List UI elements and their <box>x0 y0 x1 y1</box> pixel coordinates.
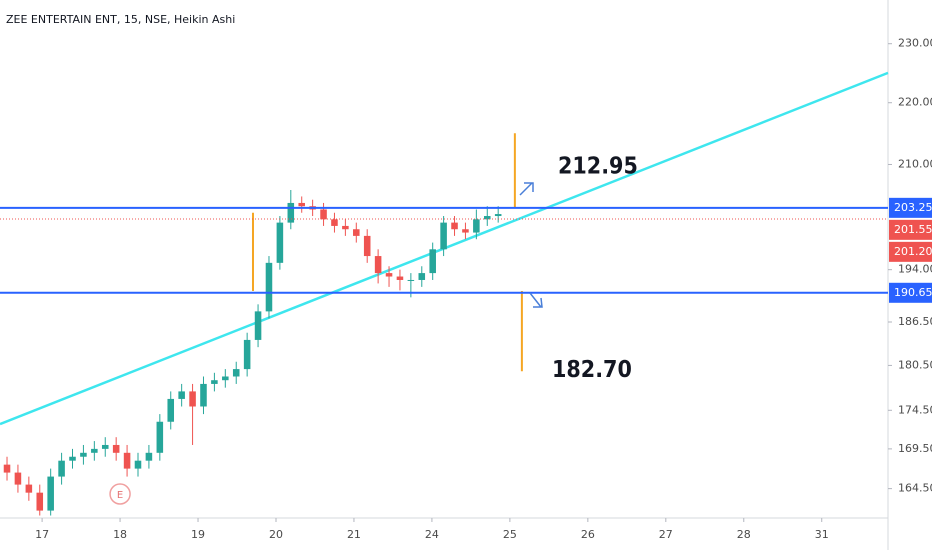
x-tick-label: 21 <box>347 528 361 541</box>
candle-body <box>396 276 404 280</box>
candle-body <box>418 273 426 280</box>
price-label-bg <box>889 282 932 303</box>
candle-body <box>178 391 185 399</box>
candle-body <box>36 492 44 511</box>
price-label-bg <box>889 219 932 240</box>
x-tick-label: 26 <box>581 528 595 541</box>
candle-body <box>112 444 120 453</box>
x-tick-label: 25 <box>503 528 517 541</box>
candle-body <box>342 225 349 230</box>
chart-title: ZEE ENTERTAIN ENT, 15, NSE, Heikin Ashi <box>6 13 235 26</box>
candle-body <box>232 369 240 377</box>
x-tick-label: 20 <box>269 528 283 541</box>
candle-body <box>91 448 98 453</box>
price-label: 201.55 <box>894 223 932 236</box>
candle-body <box>298 202 305 207</box>
arrow-up <box>519 182 534 196</box>
candle-body <box>134 460 142 469</box>
y-tick-label: 194.00 <box>898 263 932 276</box>
x-tick-label: 24 <box>425 528 439 541</box>
y-tick-label: 164.50 <box>898 482 932 495</box>
x-tick-label: 18 <box>113 528 127 541</box>
candle-body <box>58 460 65 477</box>
candle-body <box>69 456 76 461</box>
candle-body <box>14 472 22 485</box>
price-label: 203.25 <box>894 201 932 214</box>
event-label: E <box>117 490 123 501</box>
candle-body <box>243 339 251 370</box>
y-tick-label: 169.50 <box>898 442 932 455</box>
y-tick-label: 174.50 <box>898 403 932 416</box>
price-label: 201.20 <box>894 245 932 258</box>
candle-body <box>494 214 502 217</box>
candle-body <box>156 421 164 453</box>
candle-body <box>101 444 109 449</box>
plot-area <box>0 71 889 516</box>
candle-body <box>462 229 469 233</box>
candle-body <box>211 380 218 384</box>
candle-body <box>80 452 87 457</box>
candle-body <box>3 464 11 473</box>
arrow-down <box>529 292 543 308</box>
target-label: 212.95 <box>558 153 638 179</box>
candle-body <box>189 391 196 407</box>
candle-body <box>200 383 207 407</box>
price-label-bg <box>889 197 932 218</box>
candle-body <box>320 209 327 220</box>
candle-body <box>473 219 480 233</box>
candle-body <box>276 222 284 263</box>
candle-body <box>145 452 153 461</box>
y-tick-label: 230.00 <box>898 37 932 50</box>
target-label: 182.70 <box>552 357 632 383</box>
candle-body <box>429 249 436 274</box>
x-tick-label: 31 <box>815 528 829 541</box>
candle-body <box>47 476 54 511</box>
candle-body <box>407 279 415 281</box>
candle-body <box>167 398 175 422</box>
y-tick-label: 186.50 <box>898 315 932 328</box>
candle-body <box>353 229 360 236</box>
y-tick-label: 180.50 <box>898 358 932 371</box>
candle-body <box>254 311 262 340</box>
candle-body <box>374 256 382 274</box>
candle-body <box>265 262 273 312</box>
x-tick-label: 17 <box>35 528 49 541</box>
event-marker <box>109 483 131 505</box>
candle-body <box>385 273 393 277</box>
price-label: 190.65 <box>894 286 932 299</box>
price-label-bg <box>889 241 932 262</box>
x-tick-label: 28 <box>737 528 751 541</box>
candle-body <box>483 216 491 220</box>
candle-body <box>25 484 33 493</box>
candle-body <box>331 219 338 226</box>
candle-body <box>451 222 458 230</box>
y-tick-label: 210.00 <box>898 157 932 170</box>
candle-body <box>123 452 131 469</box>
candle-body <box>363 235 371 257</box>
y-tick-label: 220.00 <box>898 96 932 109</box>
x-tick-label: 27 <box>659 528 673 541</box>
x-tick-label: 19 <box>191 528 205 541</box>
candle-body <box>440 222 447 250</box>
candle-body <box>287 202 295 223</box>
candle-body <box>222 376 229 381</box>
